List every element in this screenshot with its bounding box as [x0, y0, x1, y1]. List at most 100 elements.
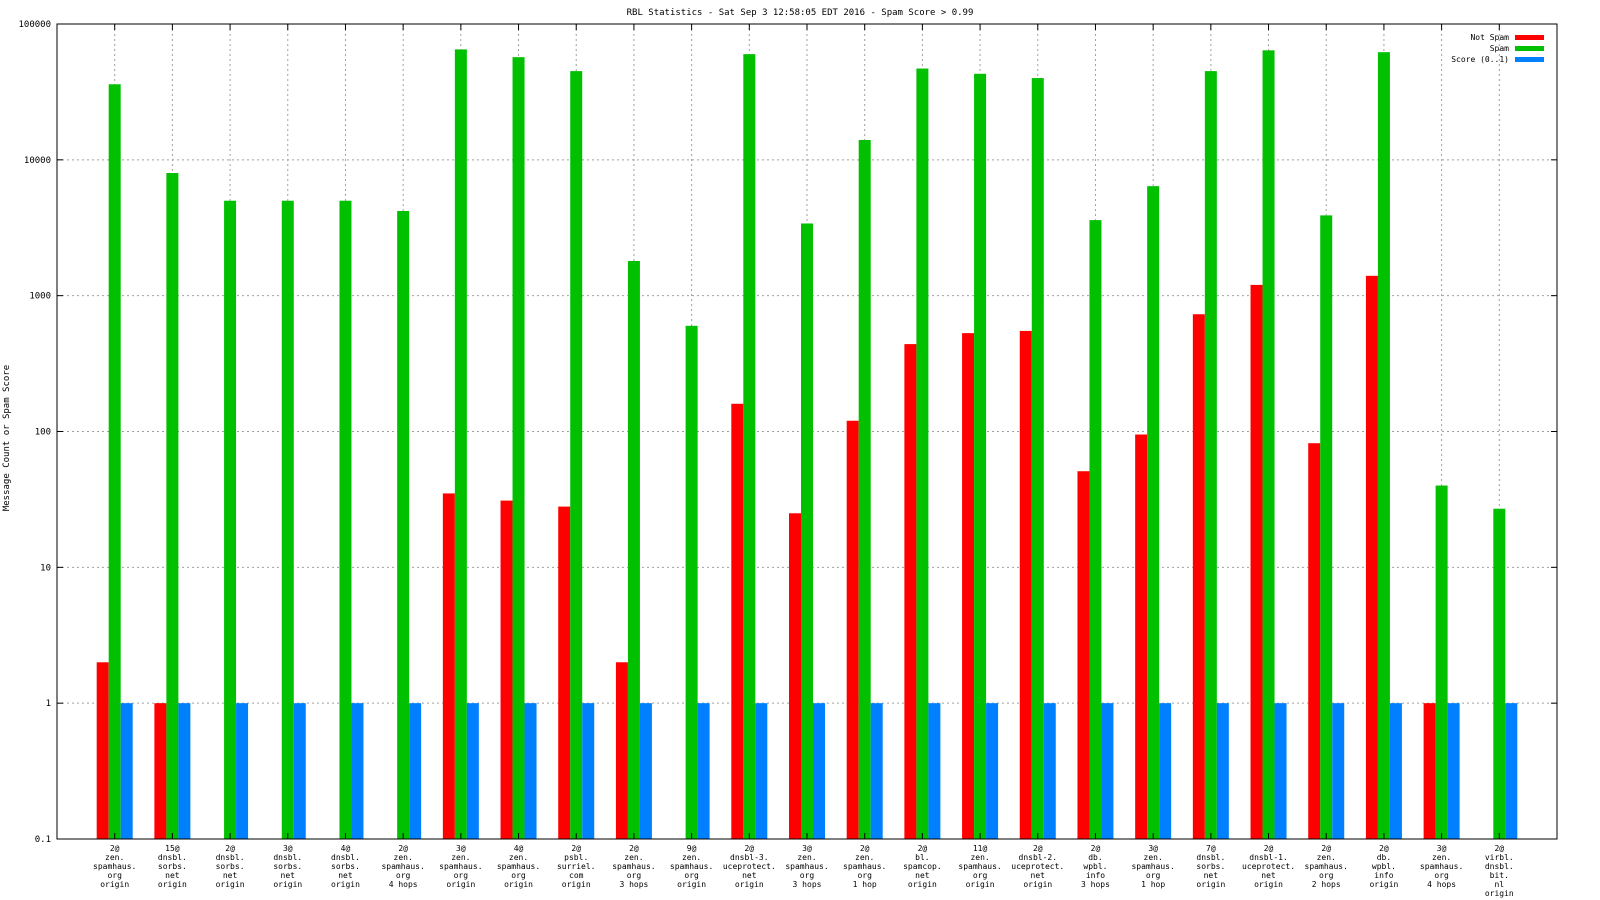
bar-score-0-1	[409, 703, 422, 839]
y-axis-label: Message Count or Spam Score	[2, 365, 12, 511]
x-tick-label: info	[1086, 871, 1105, 880]
bar-not-spam	[1308, 443, 1321, 839]
x-tick-label: 2@	[110, 844, 120, 853]
bar-spam	[454, 49, 467, 840]
x-tick-label: com	[569, 871, 584, 880]
bar-score-0-1	[755, 703, 768, 839]
bar-score-0-1	[1216, 703, 1229, 839]
y-tick-label: 1	[46, 699, 51, 709]
x-tick-label: org	[973, 871, 988, 880]
legend-swatch	[1515, 35, 1544, 40]
x-tick-label: origin	[504, 880, 533, 889]
bar-score-0-1	[928, 703, 941, 839]
x-tick-label: 7@	[1206, 844, 1216, 853]
bar-score-0-1	[1505, 703, 1518, 839]
x-tick-label: spamhaus.	[612, 862, 655, 871]
x-tick-label: 2@	[225, 844, 235, 853]
bar-score-0-1	[813, 703, 825, 839]
bar-score-0-1	[639, 703, 652, 839]
x-tick-label: zen.	[970, 853, 989, 862]
x-tick-label: origin	[331, 880, 360, 889]
x-tick-label: zen.	[855, 853, 874, 862]
x-tick-label: origin	[100, 880, 129, 889]
x-tick-label: 3@	[283, 844, 293, 853]
bar-not-spam	[904, 344, 917, 839]
x-tick-label: wpbl.	[1372, 862, 1396, 871]
x-tick-label: 9@	[687, 844, 697, 853]
x-tick-label: 2@	[1321, 844, 1331, 853]
bar-spam	[1147, 186, 1160, 840]
bar-not-spam	[96, 662, 109, 839]
x-tick-label: org	[396, 871, 411, 880]
bar-not-spam	[558, 506, 571, 839]
x-tick-label: 2 hops	[1312, 880, 1341, 889]
x-tick-label: psbl.	[564, 853, 588, 862]
bar-score-0-1	[1043, 703, 1056, 839]
legend-swatch	[1515, 57, 1544, 62]
bar-spam	[570, 71, 583, 840]
bar-score-0-1	[293, 703, 306, 839]
x-tick-label: zen.	[1432, 853, 1451, 862]
bar-score-0-1	[236, 703, 249, 839]
x-tick-label: virbl.	[1485, 853, 1514, 862]
bar-not-spam	[1077, 471, 1090, 839]
x-tick-label: origin	[1485, 889, 1514, 898]
x-tick-label: 2@	[744, 844, 754, 853]
y-axis-ticks: 0.1 1 10 100 1000 10000 100000	[18, 20, 1557, 845]
x-tick-label: spamhaus.	[381, 862, 424, 871]
x-tick-label: dnsbl-2.	[1019, 853, 1058, 862]
x-tick-label: org	[800, 871, 815, 880]
bar-spam	[108, 84, 121, 839]
x-tick-label: spamhaus.	[439, 862, 482, 871]
bar-spam	[801, 223, 813, 839]
x-tick-label: dnsbl.	[1485, 862, 1514, 871]
bar-score-0-1	[697, 703, 710, 839]
bar-spam	[858, 139, 871, 840]
bar-not-spam	[962, 333, 975, 839]
x-tick-label: 2@	[398, 844, 408, 853]
x-tick-label: net	[1204, 871, 1219, 880]
x-tick-label: 3 hops	[793, 880, 822, 889]
bar-score-0-1	[870, 703, 883, 839]
bar-spam	[627, 260, 640, 839]
bar-spam	[1493, 508, 1506, 839]
bar-score-0-1	[466, 703, 479, 839]
x-tick-label: 4@	[514, 844, 524, 853]
x-tick-label: spamhaus.	[1420, 862, 1463, 871]
bar-score-0-1	[1447, 703, 1460, 839]
x-tick-label: spamhaus.	[843, 862, 886, 871]
x-tick-label: 3 hops	[619, 880, 648, 889]
x-tick-label: dnsbl-1.	[1249, 853, 1288, 862]
legend-label: Spam	[1490, 44, 1509, 53]
x-tick-label: dnsbl-3.	[730, 853, 769, 862]
x-tick-label: 2@	[1379, 844, 1389, 853]
x-tick-label: 4@	[341, 844, 351, 853]
bar-not-spam	[1192, 314, 1205, 840]
x-tick-label: dnsbl.	[216, 853, 245, 862]
bar-spam	[224, 200, 237, 839]
x-tick-label: net	[165, 871, 180, 880]
x-tick-label: net	[281, 871, 296, 880]
bar-score-0-1	[524, 703, 537, 839]
x-tick-label: origin	[966, 880, 995, 889]
bar-not-spam	[789, 513, 801, 839]
x-tick-label: origin	[735, 880, 764, 889]
bar-score-0-1	[1389, 703, 1402, 839]
y-tick-label: 1000	[29, 292, 51, 302]
x-tick-label: net	[338, 871, 353, 880]
bar-spam	[1435, 485, 1448, 839]
x-tick-label: net	[1261, 871, 1276, 880]
x-tick-label: zen.	[797, 853, 816, 862]
x-tick-label: nl	[1494, 880, 1504, 889]
x-tick-label: origin	[677, 880, 706, 889]
x-tick-label: 3@	[456, 844, 466, 853]
bar-score-0-1	[1101, 703, 1114, 839]
x-tick-label: 2@	[571, 844, 581, 853]
legend-label: Score (0..1)	[1451, 55, 1509, 64]
bar-spam	[1377, 52, 1390, 839]
bar-spam	[1320, 215, 1333, 840]
x-tick-label: sorbs.	[273, 862, 302, 871]
y-tick-label: 0.1	[35, 835, 51, 845]
x-tick-label: 3 hops	[1081, 880, 1110, 889]
x-tick-label: origin	[158, 880, 187, 889]
